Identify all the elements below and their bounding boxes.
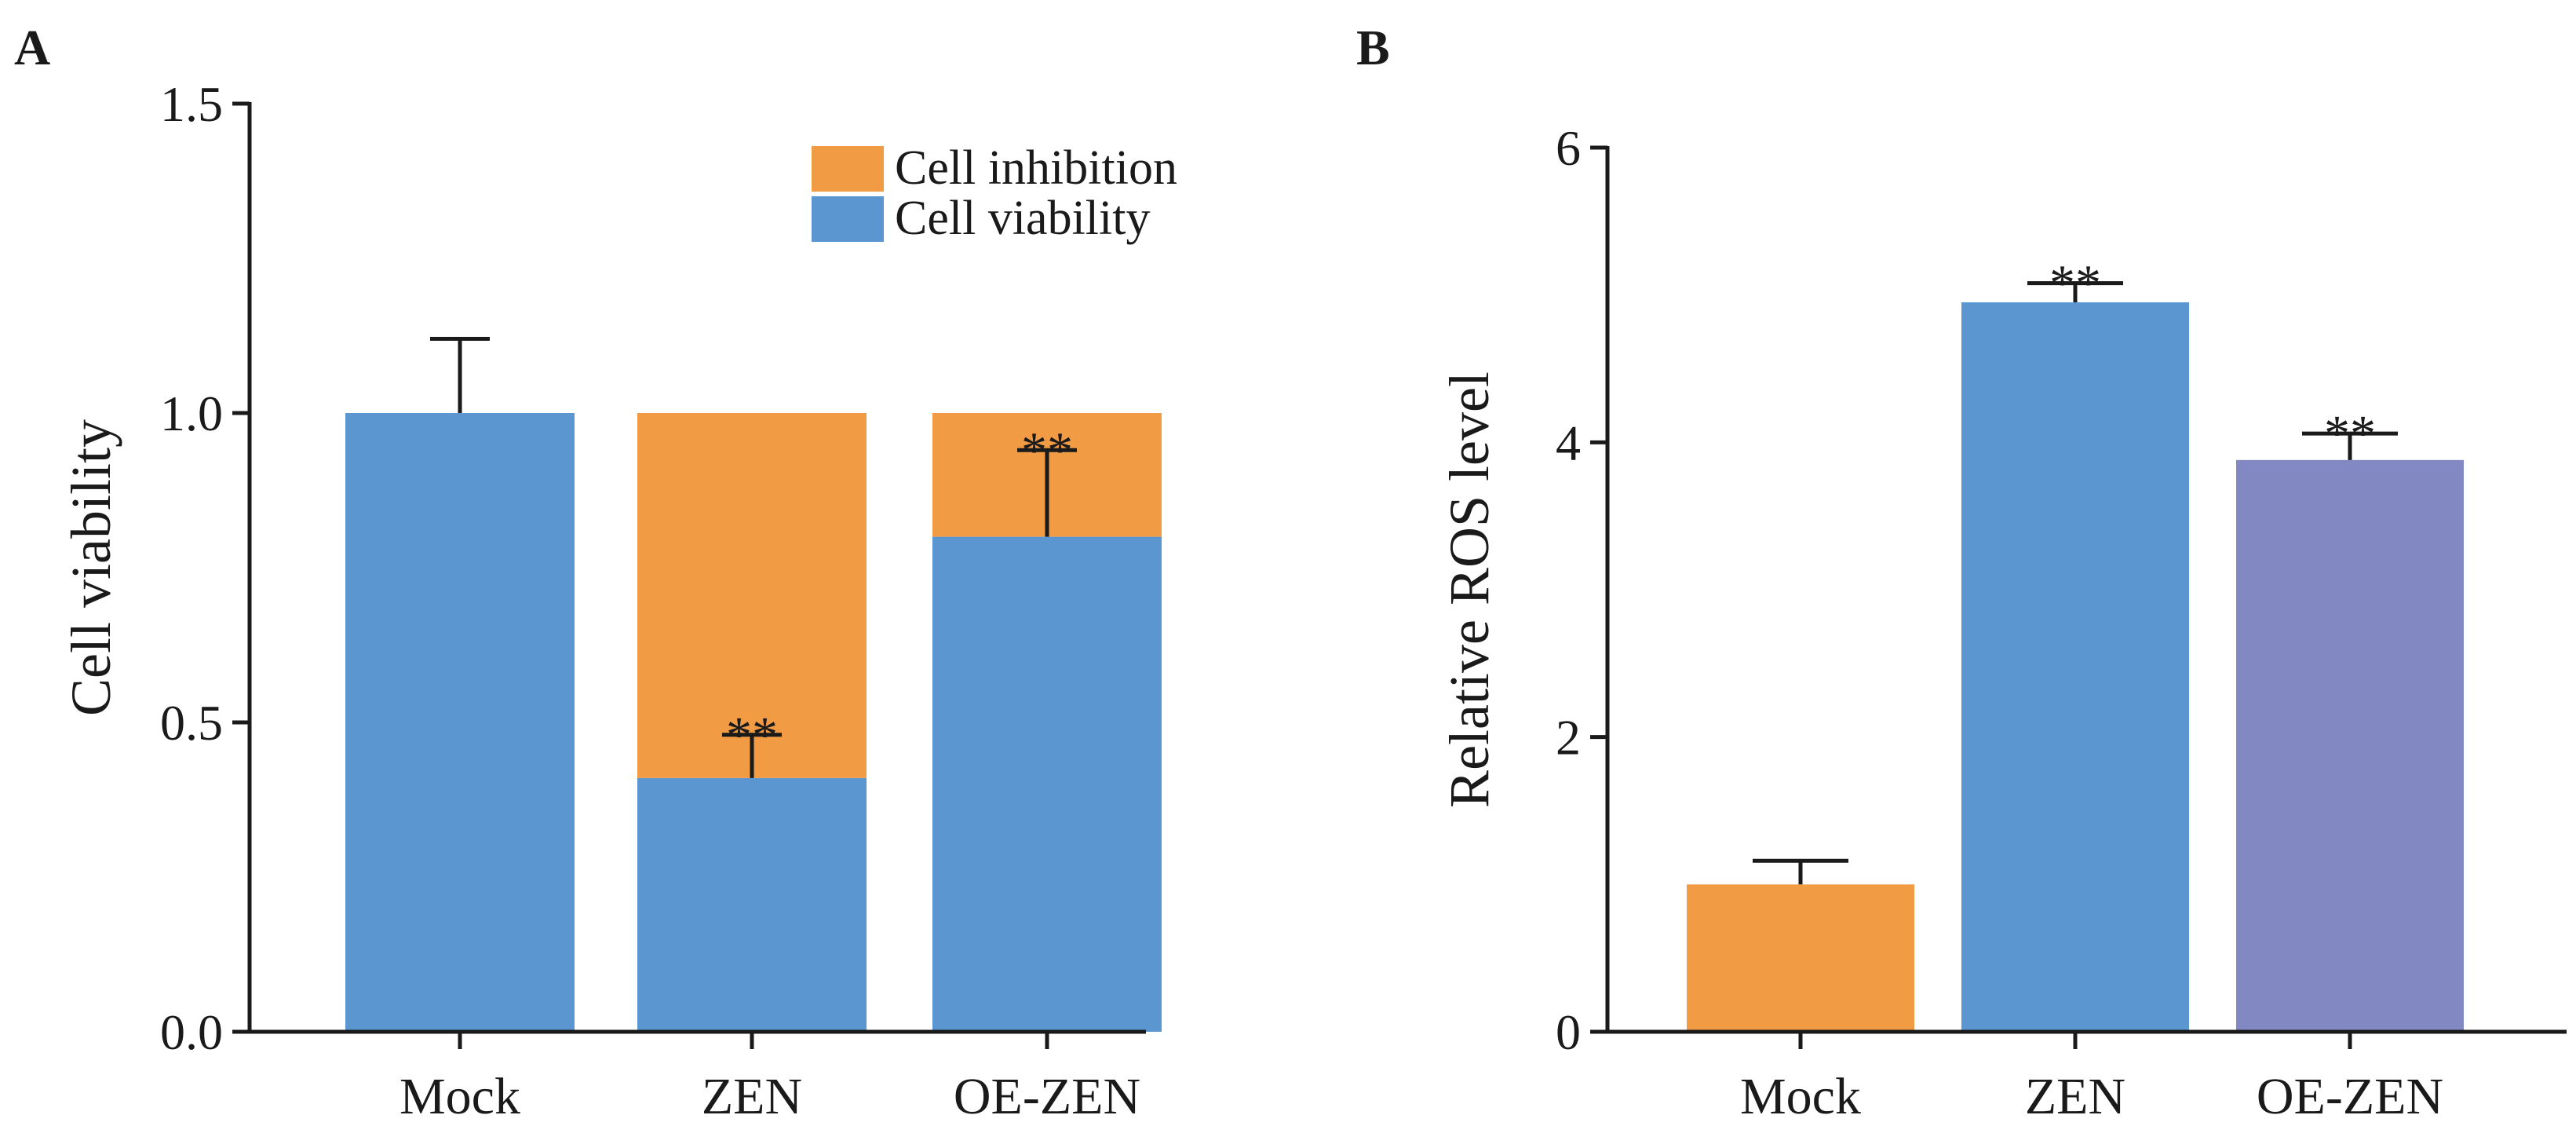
y-tick-label: 0: [1556, 1004, 1581, 1060]
y-tick-label: 0.5: [160, 695, 223, 751]
bar-zen: [1961, 302, 2189, 1032]
significance-oe-zen: **: [2324, 405, 2376, 462]
bar-mock-cell-viability: [345, 413, 575, 1032]
bar-mock: [1687, 884, 1914, 1032]
y-tick-label: 6: [1556, 120, 1581, 176]
panel-a-label: A: [14, 20, 50, 75]
x-tick-label-zen: ZEN: [702, 1068, 802, 1125]
legend-label-cell-inhibition: Cell inhibition: [895, 141, 1177, 195]
legend-swatch-cell-inhibition: [812, 146, 884, 192]
significance-zen: **: [726, 707, 778, 764]
bar-oe-zen-cell-viability: [932, 536, 1162, 1032]
y-tick-label: 2: [1556, 710, 1581, 766]
y-tick-label: 4: [1556, 415, 1581, 470]
x-tick-label-mock: Mock: [400, 1068, 520, 1125]
y-tick-label: 1.0: [160, 386, 223, 441]
panel-a-chart: A ** ** 0.0 0.5 1.0 1.5 Mock ZEN OE-ZEN Cell viab…: [14, 20, 1177, 1125]
y-axis-title: Cell viability: [60, 419, 122, 716]
y-axis-title: Relative ROS level: [1438, 371, 1501, 808]
x-tick-label-mock: Mock: [1740, 1068, 1861, 1125]
x-tick-label-oe-zen: OE-ZEN: [2257, 1068, 2443, 1125]
x-tick-label-oe-zen: OE-ZEN: [954, 1068, 1140, 1125]
legend-label-cell-viability: Cell viability: [895, 192, 1150, 245]
significance-oe-zen: **: [1021, 422, 1073, 479]
bar-zen-cell-inhibition: [637, 413, 867, 778]
y-tick-label: 1.5: [160, 76, 223, 132]
x-tick-label-zen: ZEN: [2025, 1068, 2125, 1125]
panel-b-label: B: [1356, 20, 1390, 75]
panel-b-chart: B ** ** 0 2 4 6 Mock ZEN OE-ZEN Relative ROS leve…: [1356, 20, 2567, 1125]
bar-oe-zen: [2236, 459, 2464, 1032]
significance-zen: **: [2049, 255, 2101, 313]
bar-zen-cell-viability: [637, 777, 867, 1032]
legend-swatch-cell-viability: [812, 196, 884, 242]
y-tick-label: 0.0: [160, 1004, 223, 1060]
